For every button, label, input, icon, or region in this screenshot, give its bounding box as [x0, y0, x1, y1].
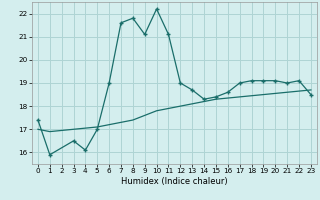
X-axis label: Humidex (Indice chaleur): Humidex (Indice chaleur)	[121, 177, 228, 186]
